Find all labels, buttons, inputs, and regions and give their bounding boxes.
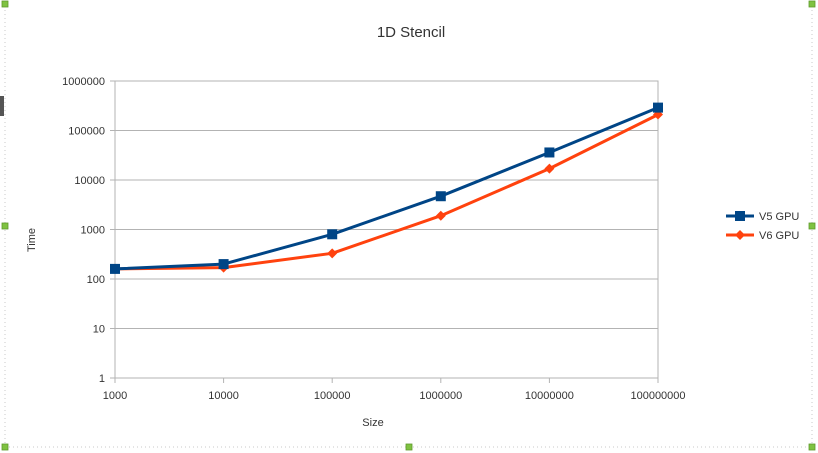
- x-axis-label: Size: [362, 417, 383, 429]
- legend: V5 GPU V6 GPU: [726, 211, 799, 242]
- data-point-v5-gpu: [327, 229, 338, 240]
- resize-handle-top-left[interactable]: [1, 0, 9, 8]
- resize-handle-bottom-right[interactable]: [808, 443, 816, 451]
- data-point-v5-gpu: [653, 102, 663, 113]
- x-tick-label: 1000000: [419, 390, 462, 402]
- resize-handle-middle-left[interactable]: [1, 222, 9, 230]
- legend-marker: [735, 211, 745, 221]
- data-point-v6-gpu: [327, 248, 338, 259]
- plot-grid: [110, 80, 659, 383]
- resize-handle-top-right[interactable]: [808, 0, 816, 8]
- data-point-v5-gpu: [544, 147, 555, 158]
- x-tick-label: 100000: [314, 390, 351, 402]
- legend-marker: [735, 230, 745, 240]
- x-tick-label: 10000: [208, 390, 239, 402]
- resize-handle-middle-right[interactable]: [808, 222, 816, 230]
- legend-label: V5 GPU: [759, 211, 799, 223]
- data-point-v5-gpu: [218, 259, 229, 270]
- resize-handle-bottom-left[interactable]: [1, 443, 9, 451]
- x-tick-label: 10000000: [525, 390, 574, 402]
- y-tick-label: 10000: [74, 175, 105, 187]
- y-tick-label: 10: [93, 324, 105, 336]
- y-tick-label: 1000: [81, 225, 105, 237]
- x-tick-label: 100000000: [630, 390, 685, 402]
- y-axis-label: Time: [26, 228, 38, 252]
- resize-handle-bottom-center[interactable]: [405, 443, 413, 451]
- legend-label: V6 GPU: [759, 230, 799, 242]
- y-tick-label: 1000000: [62, 76, 105, 88]
- series-line-v6-gpu: [114, 113, 659, 271]
- y-tick-label: 1: [99, 373, 105, 385]
- data-point-v6-gpu: [544, 163, 555, 174]
- plot-area-frame: [114, 80, 659, 379]
- x-axis-ticks: 1000 10000 100000 1000000 10000000 100000000: [103, 390, 686, 402]
- chart-title: 1D Stencil: [377, 24, 445, 41]
- y-tick-label: 100000: [68, 126, 105, 138]
- series-line-v5-gpu: [114, 106, 659, 271]
- y-axis-ticks: 1 10 100 1000 10000 100000 1000000: [62, 76, 105, 385]
- data-point-v5-gpu: [110, 263, 120, 274]
- y-tick-label: 100: [87, 274, 105, 286]
- text-cursor-mark: [0, 96, 4, 116]
- data-point-v5-gpu: [435, 191, 446, 202]
- plot-series: [110, 102, 663, 274]
- x-tick-label: 1000: [103, 390, 127, 402]
- data-point-v6-gpu: [435, 210, 446, 221]
